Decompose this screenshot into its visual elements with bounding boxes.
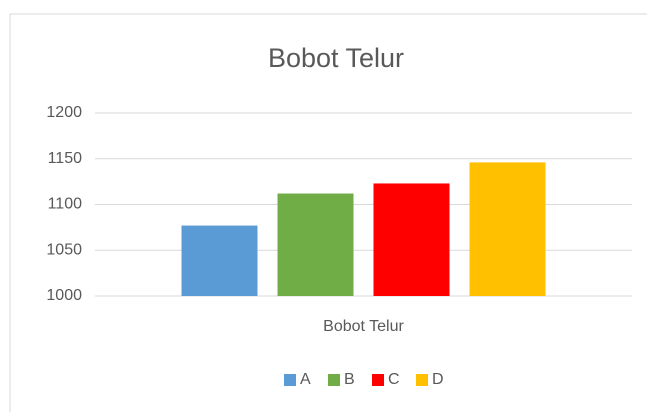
y-tick-label: 1100	[48, 196, 83, 213]
bar	[181, 225, 258, 296]
legend-swatch	[372, 374, 384, 386]
legend-label: C	[388, 371, 400, 388]
legend-swatch	[328, 374, 340, 386]
bar	[373, 183, 450, 296]
legend-label: A	[300, 371, 311, 388]
chart-title: Bobot Telur	[268, 43, 404, 73]
y-tick-label: 1050	[46, 241, 82, 258]
legend-swatch	[416, 374, 428, 386]
y-tick-label: 1000	[46, 287, 82, 304]
bar	[469, 162, 546, 296]
y-tick-label: 1200	[46, 104, 82, 121]
legend-label: B	[344, 371, 355, 388]
bar	[277, 193, 354, 296]
y-tick-label: 1150	[48, 150, 83, 167]
x-tick-label: Bobot Telur	[323, 318, 404, 335]
legend-label: D	[432, 371, 444, 388]
legend-swatch	[284, 374, 296, 386]
